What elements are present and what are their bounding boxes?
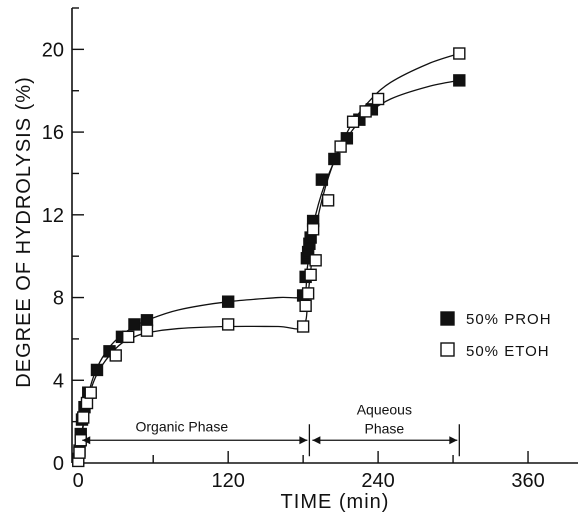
data-point-etoh bbox=[109, 349, 122, 362]
data-point-etoh bbox=[80, 396, 94, 410]
data-point-etoh bbox=[140, 324, 154, 337]
data-point-etoh bbox=[221, 318, 235, 331]
x-tick-label: 120 bbox=[211, 470, 244, 492]
data-point-etoh bbox=[309, 254, 322, 267]
data-points bbox=[72, 47, 466, 468]
data-point-etoh bbox=[453, 47, 466, 60]
y-tick-label: 12 bbox=[42, 205, 64, 227]
x-axis-ticks: 0 120 240 360 bbox=[73, 451, 545, 492]
data-point-proh bbox=[90, 363, 104, 377]
y-axis-label: DEGREE OF HYDROLYSIS (%) bbox=[13, 76, 35, 387]
data-point-proh bbox=[221, 295, 235, 308]
phase-annotations: Organic Phase Aqueous Phase bbox=[82, 401, 460, 457]
data-point-etoh bbox=[122, 330, 135, 344]
y-tick-label: 20 bbox=[42, 39, 64, 61]
data-point-etoh bbox=[321, 194, 335, 207]
x-tick-label: 360 bbox=[511, 470, 544, 492]
data-point-etoh bbox=[371, 92, 385, 106]
data-point-proh bbox=[453, 74, 466, 87]
data-point-etoh bbox=[73, 446, 86, 459]
y-tick-label: 8 bbox=[53, 288, 64, 310]
axes bbox=[71, 8, 578, 464]
x-axis-label: TIME (min) bbox=[281, 491, 390, 513]
y-tick-label: 0 bbox=[53, 453, 64, 475]
x-tick-label: 240 bbox=[361, 470, 394, 492]
data-point-proh bbox=[328, 152, 341, 166]
y-tick-label: 16 bbox=[42, 122, 64, 144]
data-point-proh bbox=[315, 173, 329, 186]
data-point-etoh bbox=[306, 223, 320, 236]
legend-label-proh: 50% PROH bbox=[466, 311, 552, 328]
data-point-etoh bbox=[299, 299, 312, 313]
legend-swatch-etoh bbox=[440, 342, 455, 357]
data-point-proh bbox=[340, 132, 354, 145]
organic-phase-label: Organic Phase bbox=[136, 418, 229, 434]
data-point-etoh bbox=[301, 287, 315, 300]
organic-phase-arrow-head-left bbox=[82, 436, 91, 445]
organic-phase-arrow-head-right bbox=[299, 436, 308, 445]
data-point-etoh bbox=[77, 411, 90, 424]
data-point-etoh bbox=[296, 320, 310, 333]
y-axis-ticks: 0 4 8 12 16 20 bbox=[42, 7, 84, 475]
data-point-etoh bbox=[346, 115, 360, 128]
aqueous-phase-label-line1: Aqueous bbox=[357, 401, 412, 417]
legend: 50% PROH 50% ETOH bbox=[440, 311, 552, 360]
data-point-etoh bbox=[84, 386, 97, 399]
y-tick-label: 4 bbox=[53, 370, 64, 392]
data-point-etoh bbox=[304, 268, 317, 281]
aqueous-phase-arrow-head-left bbox=[312, 436, 321, 445]
data-point-etoh bbox=[334, 140, 347, 153]
data-point-proh bbox=[140, 314, 154, 327]
data-point-proh bbox=[128, 318, 141, 331]
legend-label-etoh: 50% ETOH bbox=[466, 343, 550, 360]
aqueous-phase-arrow-head-right bbox=[449, 436, 458, 445]
x-tick-label: 0 bbox=[73, 470, 84, 492]
legend-swatch-proh bbox=[440, 311, 455, 326]
aqueous-phase-label-line2: Phase bbox=[364, 420, 404, 436]
data-point-etoh bbox=[359, 105, 372, 118]
